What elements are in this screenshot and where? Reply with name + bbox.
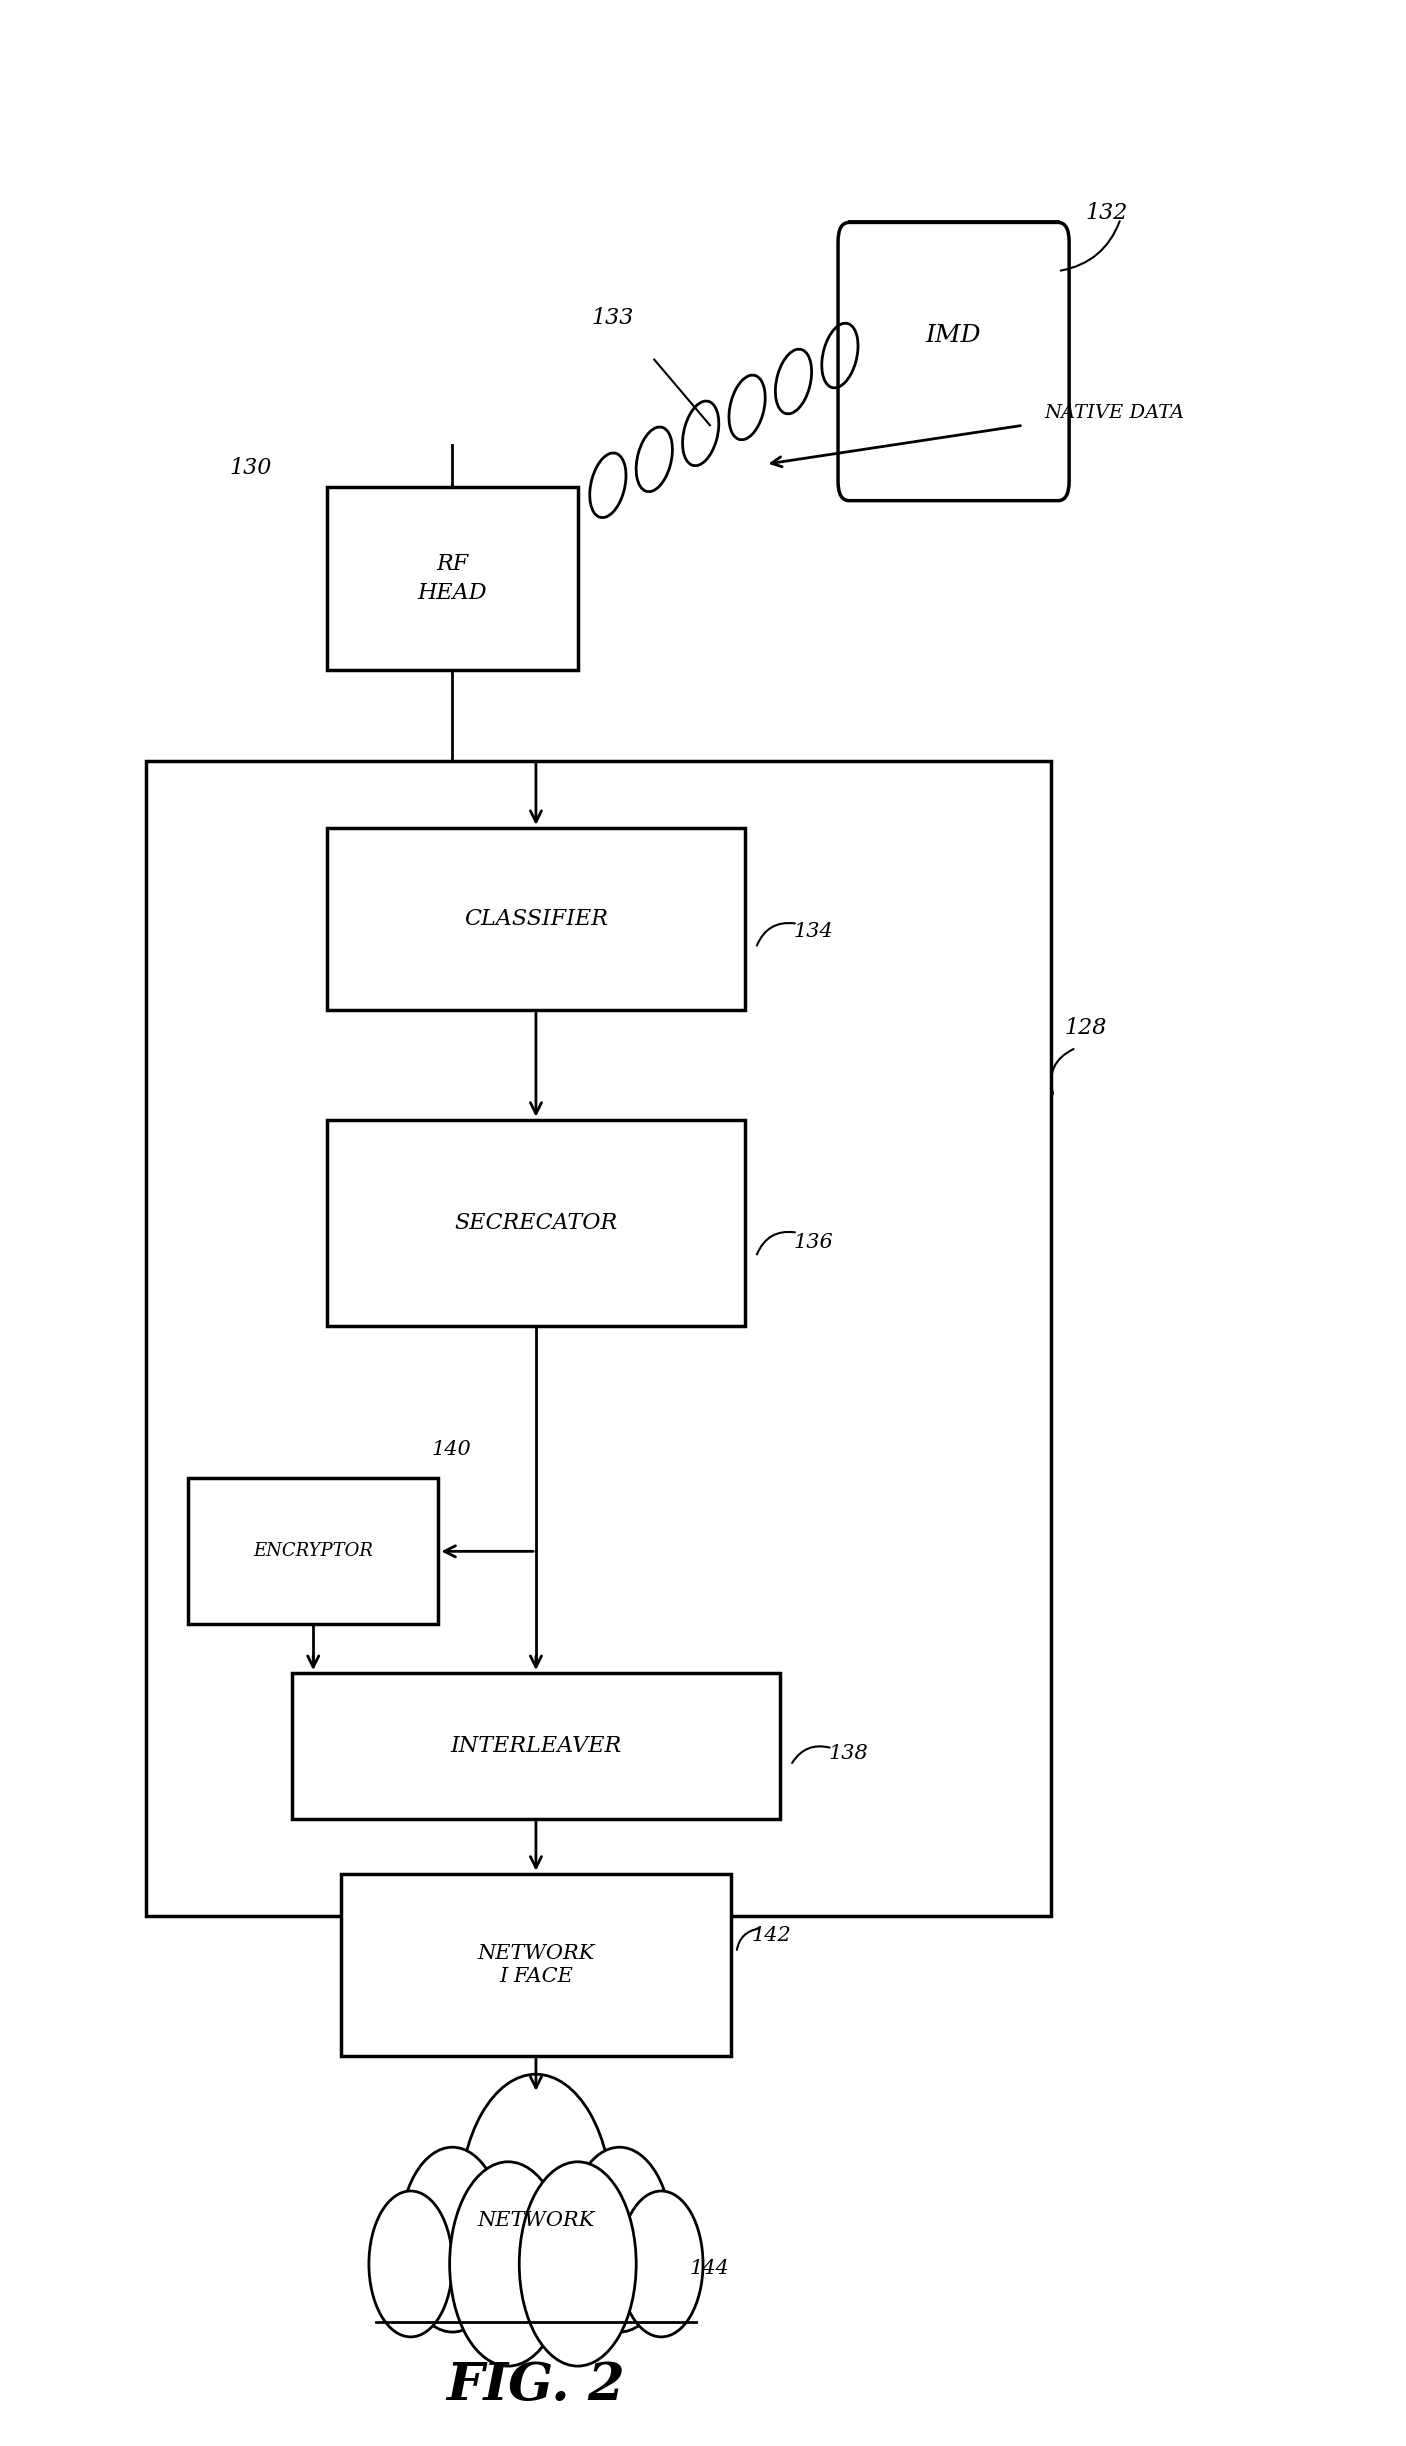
Bar [342,1874,731,2057]
Circle shape [567,2148,672,2331]
Circle shape [460,2074,613,2341]
Text: 138: 138 [828,1744,868,1764]
Text: ENCRYPTOR: ENCRYPTOR [253,1543,373,1561]
Text: 133: 133 [592,308,634,330]
Circle shape [368,2192,453,2336]
Text: 132: 132 [1085,201,1128,223]
Text: 128: 128 [1064,1018,1108,1040]
Text: NATIVE DATA: NATIVE DATA [1045,404,1184,423]
Text: 142: 142 [752,1925,792,1945]
Bar [328,487,578,670]
Text: FIG. 2: FIG. 2 [447,2360,626,2412]
Text: 140: 140 [432,1441,471,1458]
Bar [146,761,1052,1915]
Text: CLASSIFIER: CLASSIFIER [464,907,607,929]
Text: NETWORK: NETWORK [477,2211,595,2231]
Bar [292,1673,779,1820]
Text: 130: 130 [229,457,271,479]
Text: 134: 134 [793,922,834,942]
FancyBboxPatch shape [838,223,1069,501]
Text: RF
HEAD: RF HEAD [418,553,488,604]
Bar [849,223,1057,247]
Circle shape [450,2162,567,2365]
Text: 136: 136 [793,1233,834,1252]
Circle shape [519,2162,636,2365]
Text: SECRECATOR: SECRECATOR [454,1213,617,1233]
Bar [328,827,745,1010]
Text: INTERLEAVER: INTERLEAVER [450,1734,621,1756]
Text: 144: 144 [689,2260,728,2277]
Bar [188,1477,439,1624]
Text: NETWORK
I FACE: NETWORK I FACE [477,1945,595,1986]
Text: IMD: IMD [925,323,981,347]
Circle shape [399,2148,505,2331]
Bar [328,1120,745,1326]
Circle shape [620,2192,703,2336]
